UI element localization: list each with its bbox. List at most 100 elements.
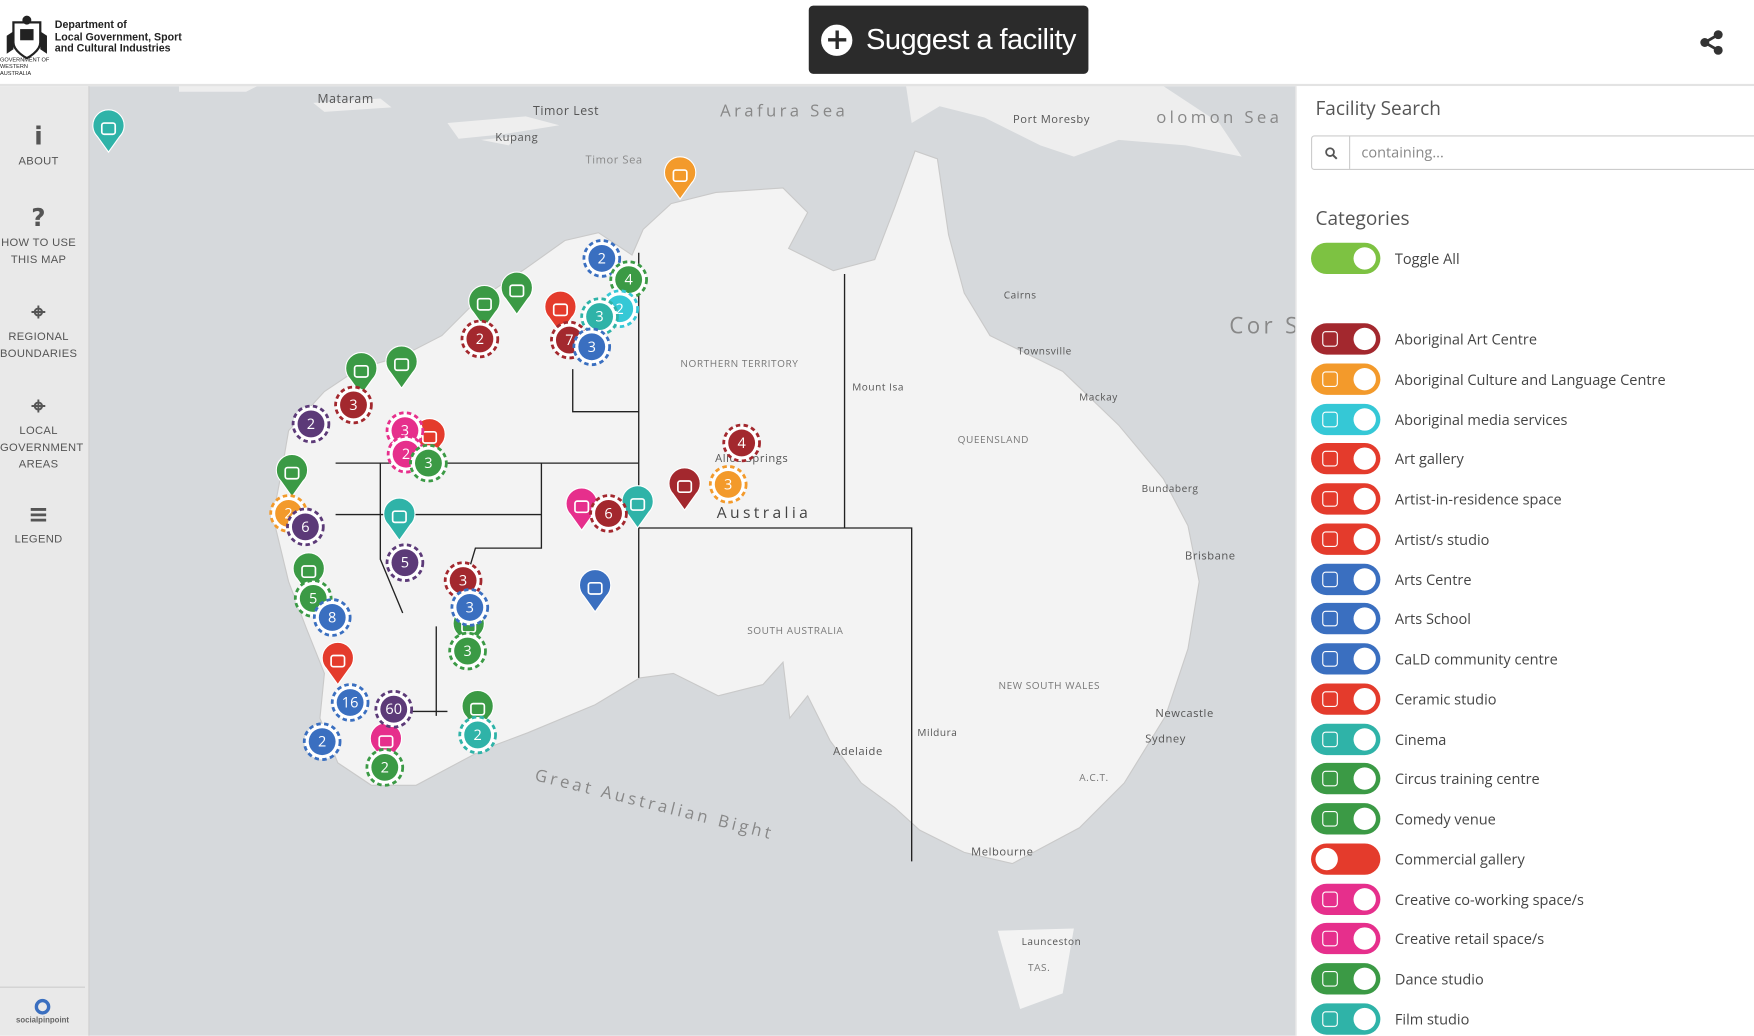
cluster-count: 3 xyxy=(424,453,432,473)
new-guinea xyxy=(906,86,1242,157)
category-toggle[interactable]: Aboriginal Art Centre xyxy=(1311,323,1537,355)
category-toggle[interactable]: Aboriginal media services xyxy=(1311,403,1567,435)
crest xyxy=(6,15,47,60)
cluster[interactable] xyxy=(340,391,367,419)
toggle-switch[interactable] xyxy=(1311,242,1381,275)
toggle-switch[interactable] xyxy=(1311,483,1381,515)
toggle-switch[interactable] xyxy=(1311,323,1381,355)
place-label: NORTHERN TERRITORY xyxy=(680,356,798,370)
place-label: Brisbane xyxy=(1185,548,1236,563)
cluster[interactable] xyxy=(391,549,419,577)
toggle-switch[interactable] xyxy=(1311,963,1381,995)
cluster[interactable] xyxy=(291,513,319,541)
cluster[interactable] xyxy=(588,244,616,272)
toggle-switch[interactable] xyxy=(1311,1003,1381,1035)
toggle-switch[interactable] xyxy=(1311,443,1381,475)
place-label: Mount Isa xyxy=(852,379,904,393)
pin-icon xyxy=(509,284,525,298)
cluster[interactable] xyxy=(578,333,606,361)
cluster[interactable] xyxy=(615,266,643,294)
logo-line: Local Government, Sport xyxy=(54,30,182,44)
cluster[interactable] xyxy=(714,470,742,498)
category-toggle[interactable]: CaLD community centre xyxy=(1311,643,1558,675)
toggle-label: Arts School xyxy=(1394,608,1471,629)
cluster[interactable] xyxy=(466,325,494,353)
cluster[interactable] xyxy=(308,728,336,756)
nav-item[interactable]: ⌖ LOCAL GOVERNMENT AREAS xyxy=(0,393,83,473)
cluster-count: 3 xyxy=(588,337,596,357)
category-toggle[interactable]: Creative co-working space/s xyxy=(1311,883,1584,915)
cluster[interactable] xyxy=(415,449,442,477)
category-toggle[interactable]: Arts Centre xyxy=(1311,563,1471,595)
category-toggle[interactable]: Artist/s studio xyxy=(1311,523,1489,555)
cluster[interactable] xyxy=(456,593,484,621)
place-label: Mataram xyxy=(318,90,374,107)
category-toggle[interactable]: Toggle All xyxy=(1311,242,1460,275)
nav-item[interactable]: i ABOUT xyxy=(0,124,77,170)
category-toggle[interactable]: Creative retail space/s xyxy=(1311,923,1544,955)
cluster[interactable] xyxy=(595,500,622,527)
cluster-count: 2 xyxy=(284,503,292,523)
pin-icon xyxy=(394,358,410,372)
nav-label: REGIONAL BOUNDARIES xyxy=(0,331,78,361)
toggle-knob xyxy=(1315,847,1338,871)
facility-pin xyxy=(321,641,355,686)
category-toggle[interactable]: Dance studio xyxy=(1311,963,1484,995)
toggle-switch[interactable] xyxy=(1311,723,1381,755)
search-box[interactable]: containing... xyxy=(1311,135,1754,171)
toggle-knob xyxy=(1353,687,1376,711)
facility-pin xyxy=(578,569,612,613)
toggle-knob xyxy=(1353,967,1376,990)
cluster-count: 5 xyxy=(309,588,317,608)
category-icon xyxy=(1322,731,1338,747)
toggle-switch[interactable] xyxy=(1311,363,1381,395)
nav-icon: ≡ xyxy=(28,501,50,530)
cluster[interactable] xyxy=(586,303,614,330)
cluster[interactable] xyxy=(318,604,346,631)
toggle-switch[interactable] xyxy=(1311,603,1381,635)
place-label: Newcastle xyxy=(1155,706,1213,721)
cluster[interactable] xyxy=(297,410,325,438)
cluster[interactable] xyxy=(449,567,477,594)
cluster[interactable] xyxy=(464,721,492,749)
category-toggle[interactable]: Film studio xyxy=(1311,1003,1469,1035)
category-toggle[interactable]: Artist-in-residence space xyxy=(1311,483,1562,515)
tasmania xyxy=(997,928,1074,1009)
cluster[interactable] xyxy=(728,429,756,457)
place-label: QUEENSLAND xyxy=(958,432,1029,446)
cluster[interactable] xyxy=(380,695,408,723)
magnifier xyxy=(1324,146,1337,159)
category-toggle[interactable]: Cinema xyxy=(1311,723,1446,755)
toggle-switch[interactable] xyxy=(1311,403,1381,435)
category-toggle[interactable]: Ceramic studio xyxy=(1311,683,1497,715)
nav-item[interactable]: ? HOW TO USE THIS MAP xyxy=(0,205,77,269)
nav-item[interactable]: ⌖ REGIONAL BOUNDARIES xyxy=(0,299,78,363)
category-icon xyxy=(1322,970,1338,987)
category-toggle[interactable]: Aboriginal Culture and Language Centre xyxy=(1311,363,1666,395)
toggle-switch[interactable] xyxy=(1311,843,1381,875)
category-toggle[interactable]: Arts School xyxy=(1311,603,1471,635)
toggle-label: Toggle All xyxy=(1394,248,1460,269)
toggle-switch[interactable] xyxy=(1311,643,1381,675)
toggle-switch[interactable] xyxy=(1311,523,1381,555)
toggle-switch[interactable] xyxy=(1311,803,1381,835)
cluster[interactable] xyxy=(454,637,482,665)
category-icon xyxy=(1322,691,1338,707)
nav-item[interactable]: ≡ LEGEND xyxy=(0,502,77,548)
cluster[interactable] xyxy=(336,689,364,716)
cluster[interactable] xyxy=(371,753,399,781)
toggle-switch[interactable] xyxy=(1311,563,1381,595)
category-toggle[interactable]: Art gallery xyxy=(1311,443,1464,475)
categories-title: Categories xyxy=(1315,204,1410,231)
toggle-switch[interactable] xyxy=(1311,883,1381,915)
toggle-switch[interactable] xyxy=(1311,763,1381,795)
toggle-switch[interactable] xyxy=(1311,683,1381,715)
toggle-knob xyxy=(1353,527,1376,551)
suggest-button[interactable]: + Suggest a facility xyxy=(808,5,1089,74)
category-toggle[interactable]: Commercial gallery xyxy=(1311,843,1525,875)
share-button[interactable] xyxy=(1698,29,1725,56)
category-toggle[interactable]: Comedy venue xyxy=(1311,803,1496,835)
toggle-switch[interactable] xyxy=(1311,923,1381,955)
category-toggle[interactable]: Circus training centre xyxy=(1311,763,1540,795)
nav-label: HOW TO USE THIS MAP xyxy=(1,237,77,267)
